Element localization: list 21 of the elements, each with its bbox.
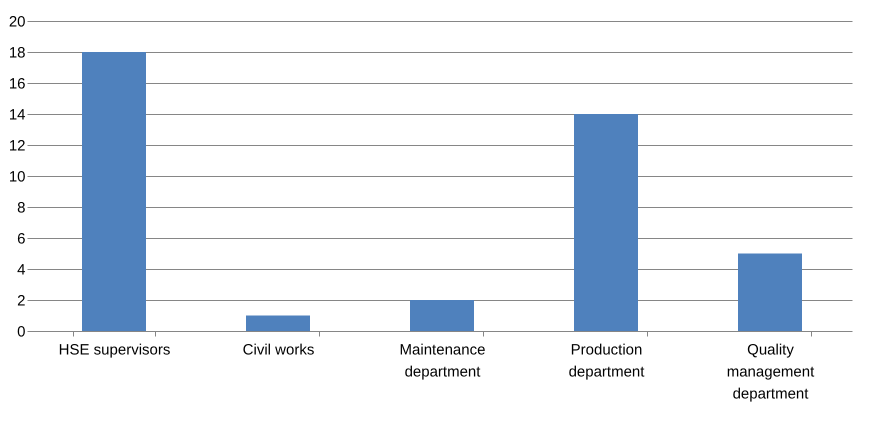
bar bbox=[246, 316, 310, 331]
y-tick-label: 12 bbox=[8, 138, 26, 154]
y-tick-label: 6 bbox=[17, 230, 26, 248]
y-tick-label: 20 bbox=[8, 14, 26, 30]
y-tick-label: 4 bbox=[17, 262, 26, 278]
y-tick-label: 16 bbox=[8, 76, 26, 92]
x-tick-label: Maintenance department bbox=[400, 342, 486, 380]
y-tick-label: 8 bbox=[17, 200, 26, 216]
bar bbox=[574, 114, 638, 331]
y-tick-label: 18 bbox=[8, 44, 26, 62]
bar bbox=[738, 254, 802, 331]
bar bbox=[410, 300, 474, 331]
x-tick-label: Civil works bbox=[242, 342, 314, 358]
y-tick-label: 2 bbox=[17, 292, 26, 310]
y-tick-label: 14 bbox=[8, 106, 26, 124]
x-tick-label: Quality management department bbox=[726, 342, 816, 402]
y-tick-label: 10 bbox=[8, 168, 26, 186]
x-tick-label: HSE supervisors bbox=[58, 342, 170, 358]
y-tick-label: 0 bbox=[17, 324, 26, 340]
bar bbox=[82, 52, 146, 331]
x-tick-label: Production department bbox=[568, 342, 646, 380]
